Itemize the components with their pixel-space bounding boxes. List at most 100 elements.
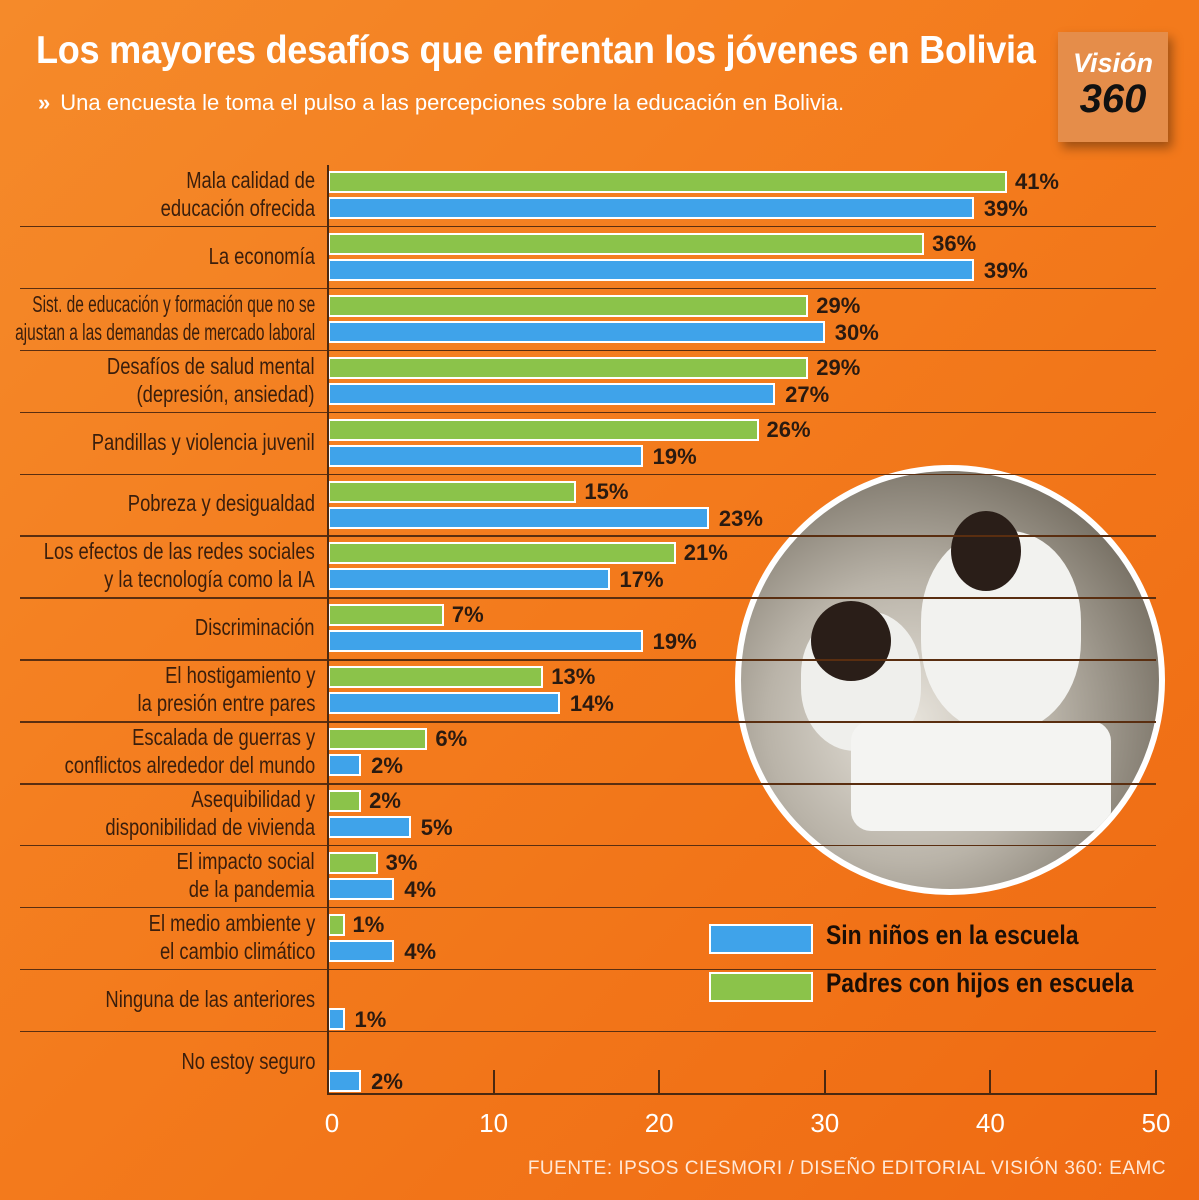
- value-label-sin-ninos: 30%: [834, 319, 879, 345]
- x-tick-label: 0: [324, 1108, 340, 1138]
- row-separator: [20, 411, 1156, 414]
- category-label: Los efectos de las redes sociales y la t…: [43, 538, 315, 593]
- category-label: Sist. de educación y formación que no se…: [14, 290, 315, 345]
- bar-padres: [328, 728, 428, 751]
- photo-sewing-machine: [851, 721, 1111, 831]
- x-tick-label: 30: [810, 1108, 840, 1138]
- subtitle-text: Una encuesta le toma el pulso a las perc…: [60, 90, 845, 115]
- row-separator: [20, 906, 1156, 909]
- bar-padres: [328, 418, 759, 441]
- bar-sin-ninos: [328, 754, 362, 777]
- bar-padres: [328, 480, 577, 503]
- bar-padres: [328, 356, 809, 379]
- value-label-sin-ninos: 4%: [404, 938, 437, 964]
- value-label-sin-ninos: 14%: [569, 691, 614, 717]
- category-label: Mala calidad de educación ofrecida: [160, 166, 315, 221]
- bar-padres: [328, 171, 1007, 193]
- category-label: Escalada de guerras y conflictos alreded…: [64, 724, 315, 779]
- category-label: El medio ambiente y el cambio climático: [148, 909, 315, 964]
- x-tick: [492, 1070, 495, 1094]
- value-label-padres: 29%: [816, 354, 861, 380]
- value-label-padres: 15%: [584, 478, 629, 504]
- photo-head-2: [811, 601, 891, 681]
- category-label: Pandillas y violencia juvenil: [92, 428, 315, 455]
- value-label-padres: 3%: [385, 849, 418, 875]
- row-separator: [20, 783, 1156, 785]
- value-label-padres: 21%: [683, 540, 728, 566]
- value-label-padres: 2%: [369, 788, 401, 813]
- photo-head-1: [951, 511, 1021, 591]
- x-axis-line: [327, 1093, 1157, 1095]
- x-tick: [1155, 1070, 1157, 1094]
- value-label-sin-ninos: 17%: [619, 567, 664, 593]
- bar-sin-ninos: [328, 197, 974, 219]
- category-label: El impacto social de la pandemia: [176, 847, 315, 902]
- legend-swatch-sin-ninos: [709, 924, 813, 954]
- bar-sin-ninos: [328, 1069, 362, 1092]
- category-label: Discriminación: [195, 614, 315, 641]
- value-label-sin-ninos: 39%: [983, 257, 1028, 283]
- x-tick-label: 20: [644, 1108, 674, 1138]
- chart-subtitle: » Una encuesta le toma el pulso a las per…: [38, 90, 844, 116]
- row-separator: [20, 721, 1156, 723]
- row-separator: [20, 659, 1156, 661]
- value-label-sin-ninos: 5%: [420, 815, 453, 840]
- row-separator: [20, 473, 1156, 475]
- row-separator: [20, 1030, 1156, 1033]
- row-separator: [20, 597, 1156, 599]
- y-axis-line: [327, 165, 329, 1095]
- logo-line1: Visión: [1072, 48, 1153, 78]
- bar-sin-ninos: [328, 568, 610, 591]
- category-label: Desafíos de salud mental (depresión, ans…: [107, 352, 315, 407]
- value-label-sin-ninos: 23%: [718, 505, 763, 531]
- x-tick-label: 40: [975, 1108, 1005, 1138]
- bar-sin-ninos: [328, 258, 974, 281]
- row-separator: [20, 225, 1156, 228]
- value-label-sin-ninos: 19%: [652, 443, 697, 469]
- bar-padres: [328, 294, 809, 317]
- x-tick: [658, 1070, 661, 1094]
- value-label-padres: 1%: [352, 911, 385, 937]
- bar-sin-ninos: [328, 506, 709, 529]
- legend-swatch-padres: [709, 972, 813, 1002]
- category-label: Ninguna de las anteriores: [105, 985, 315, 1012]
- bar-sin-ninos: [328, 692, 560, 715]
- bar-padres: [328, 666, 544, 689]
- x-tick: [989, 1070, 992, 1094]
- bar-sin-ninos: [328, 1007, 345, 1030]
- row-separator: [20, 349, 1156, 352]
- bar-padres: [328, 604, 444, 627]
- category-label: Asequibilidad y disponibilidad de vivien…: [105, 785, 315, 840]
- bar-padres: [328, 913, 345, 936]
- legend-label-sin-ninos: Sin niños en la escuela: [826, 920, 1079, 950]
- value-label-sin-ninos: 39%: [983, 196, 1028, 221]
- value-label-padres: 41%: [1014, 169, 1059, 194]
- row-separator: [20, 535, 1156, 537]
- category-label: No estoy seguro: [181, 1047, 315, 1074]
- bar-padres: [328, 232, 925, 255]
- bar-sin-ninos: [328, 877, 395, 900]
- double-chevron-right-icon: »: [38, 90, 51, 115]
- bar-padres: [328, 542, 676, 565]
- chart-title: Los mayores desafíos que enfrentan los j…: [36, 29, 1036, 72]
- row-separator: [20, 844, 1156, 847]
- bar-sin-ninos: [328, 320, 825, 343]
- value-label-sin-ninos: 19%: [652, 629, 697, 655]
- value-label-padres: 6%: [435, 726, 468, 752]
- row-separator: [20, 287, 1156, 290]
- bar-sin-ninos: [328, 630, 643, 653]
- bar-sin-ninos: [328, 382, 776, 405]
- bar-padres: [328, 851, 378, 874]
- value-label-sin-ninos: 2%: [371, 753, 403, 779]
- value-label-padres: 29%: [816, 292, 861, 318]
- row-separator: [20, 968, 1156, 971]
- x-tick-label: 50: [1141, 1108, 1171, 1138]
- value-label-sin-ninos: 4%: [404, 876, 437, 902]
- category-label: El hostigamiento y la presión entre pare…: [137, 662, 315, 717]
- value-label-padres: 26%: [766, 416, 811, 442]
- bar-sin-ninos: [328, 444, 643, 467]
- value-label-padres: 36%: [932, 230, 977, 256]
- x-tick: [823, 1070, 826, 1094]
- category-label: La economía: [208, 242, 315, 269]
